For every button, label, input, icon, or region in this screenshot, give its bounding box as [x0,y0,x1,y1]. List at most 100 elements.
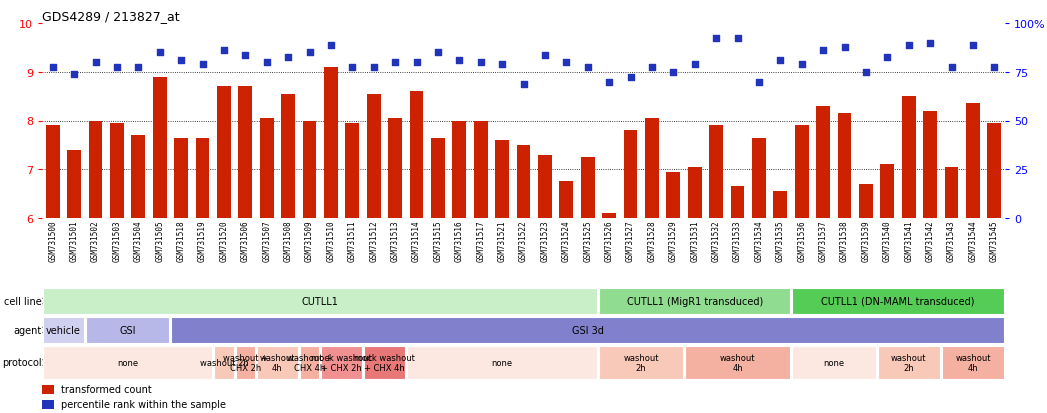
Bar [215,347,233,379]
Point [87,59,104,66]
Bar [89,121,103,218]
Text: washout
2h: washout 2h [891,353,927,372]
Point [601,79,618,85]
Bar [901,97,916,218]
Text: GSM731518: GSM731518 [177,220,185,261]
Bar [431,138,445,218]
Bar [452,121,466,218]
Bar [258,347,297,379]
Point [237,52,253,59]
Text: GSI 3d: GSI 3d [572,325,604,335]
Text: washout +
CHX 4h: washout + CHX 4h [287,353,332,372]
Bar [793,288,1004,314]
Text: GSM731502: GSM731502 [91,220,101,261]
Point [451,57,468,64]
Text: GSM731542: GSM731542 [926,220,935,261]
Text: CUTLL1: CUTLL1 [302,296,338,306]
Text: washout
2h: washout 2h [623,353,659,372]
Bar [581,158,595,218]
Point [708,35,725,42]
Text: GSM731535: GSM731535 [776,220,785,261]
Point [343,64,360,71]
Bar [299,347,319,379]
Bar [838,114,851,218]
Point [44,64,61,71]
Text: mock washout
+ CHX 2h: mock washout + CHX 2h [311,353,372,372]
Bar [881,165,894,218]
Text: GSM731517: GSM731517 [476,220,485,261]
Point [878,55,895,61]
Text: GSM731534: GSM731534 [755,220,763,261]
Bar [817,107,830,218]
Point [194,62,210,69]
Point [280,55,296,61]
Text: GSM731536: GSM731536 [797,220,806,261]
Point [322,43,339,49]
Point [472,59,489,66]
Point [857,69,874,76]
Bar [321,347,362,379]
Bar [43,347,213,379]
Text: GSM731538: GSM731538 [840,220,849,261]
Bar [877,347,940,379]
Bar [600,288,789,314]
Text: GSM731525: GSM731525 [583,220,593,261]
Bar [174,138,188,218]
Text: GSM731505: GSM731505 [155,220,164,261]
Bar [324,68,338,218]
Point [622,74,639,81]
Text: GSM731527: GSM731527 [626,220,634,261]
Text: GSM731533: GSM731533 [733,220,742,261]
Text: GSM731513: GSM731513 [391,220,400,261]
Bar [46,126,60,218]
Point [536,52,553,59]
Text: GSM731523: GSM731523 [540,220,550,261]
Text: washout +
CHX 2h: washout + CHX 2h [223,353,268,372]
Point [365,64,382,71]
Point [579,64,596,71]
Point [386,59,403,66]
Bar [172,317,1004,343]
Bar [666,172,681,218]
Bar [752,138,765,218]
Bar [793,347,875,379]
Point [408,59,425,66]
Text: none: none [117,358,138,367]
Bar [859,185,873,218]
Text: GSM731503: GSM731503 [112,220,121,261]
Point [109,64,126,71]
Point [687,62,704,69]
Bar [942,347,1004,379]
Text: GSM731544: GSM731544 [968,220,978,261]
Text: washout
4h: washout 4h [719,353,755,372]
Bar [685,347,789,379]
Bar [303,121,316,218]
Text: GSM731509: GSM731509 [305,220,314,261]
Point [794,62,810,69]
Text: percentile rank within the sample: percentile rank within the sample [61,399,226,409]
Text: GSM731512: GSM731512 [370,220,378,261]
Bar [795,126,808,218]
Point [900,43,917,49]
Bar [42,400,54,408]
Point [494,62,511,69]
Bar [944,167,958,218]
Bar [42,385,54,394]
Point [964,43,981,49]
Point [558,59,575,66]
Text: GSM731520: GSM731520 [220,220,228,261]
Text: GSM731506: GSM731506 [241,220,250,261]
Text: CUTLL1 (DN-MAML transduced): CUTLL1 (DN-MAML transduced) [821,296,975,306]
Text: GSM731529: GSM731529 [669,220,677,261]
Point [751,79,767,85]
Text: GDS4289 / 213827_at: GDS4289 / 213827_at [42,10,180,23]
Text: GSM731508: GSM731508 [284,220,292,261]
Bar [600,347,683,379]
Text: GSM731507: GSM731507 [262,220,271,261]
Text: protocol: protocol [2,358,41,368]
Bar [709,126,723,218]
Text: GSM731541: GSM731541 [905,220,913,261]
Text: cell line: cell line [3,296,41,306]
Text: GSM731519: GSM731519 [198,220,207,261]
Text: GSM731524: GSM731524 [562,220,571,261]
